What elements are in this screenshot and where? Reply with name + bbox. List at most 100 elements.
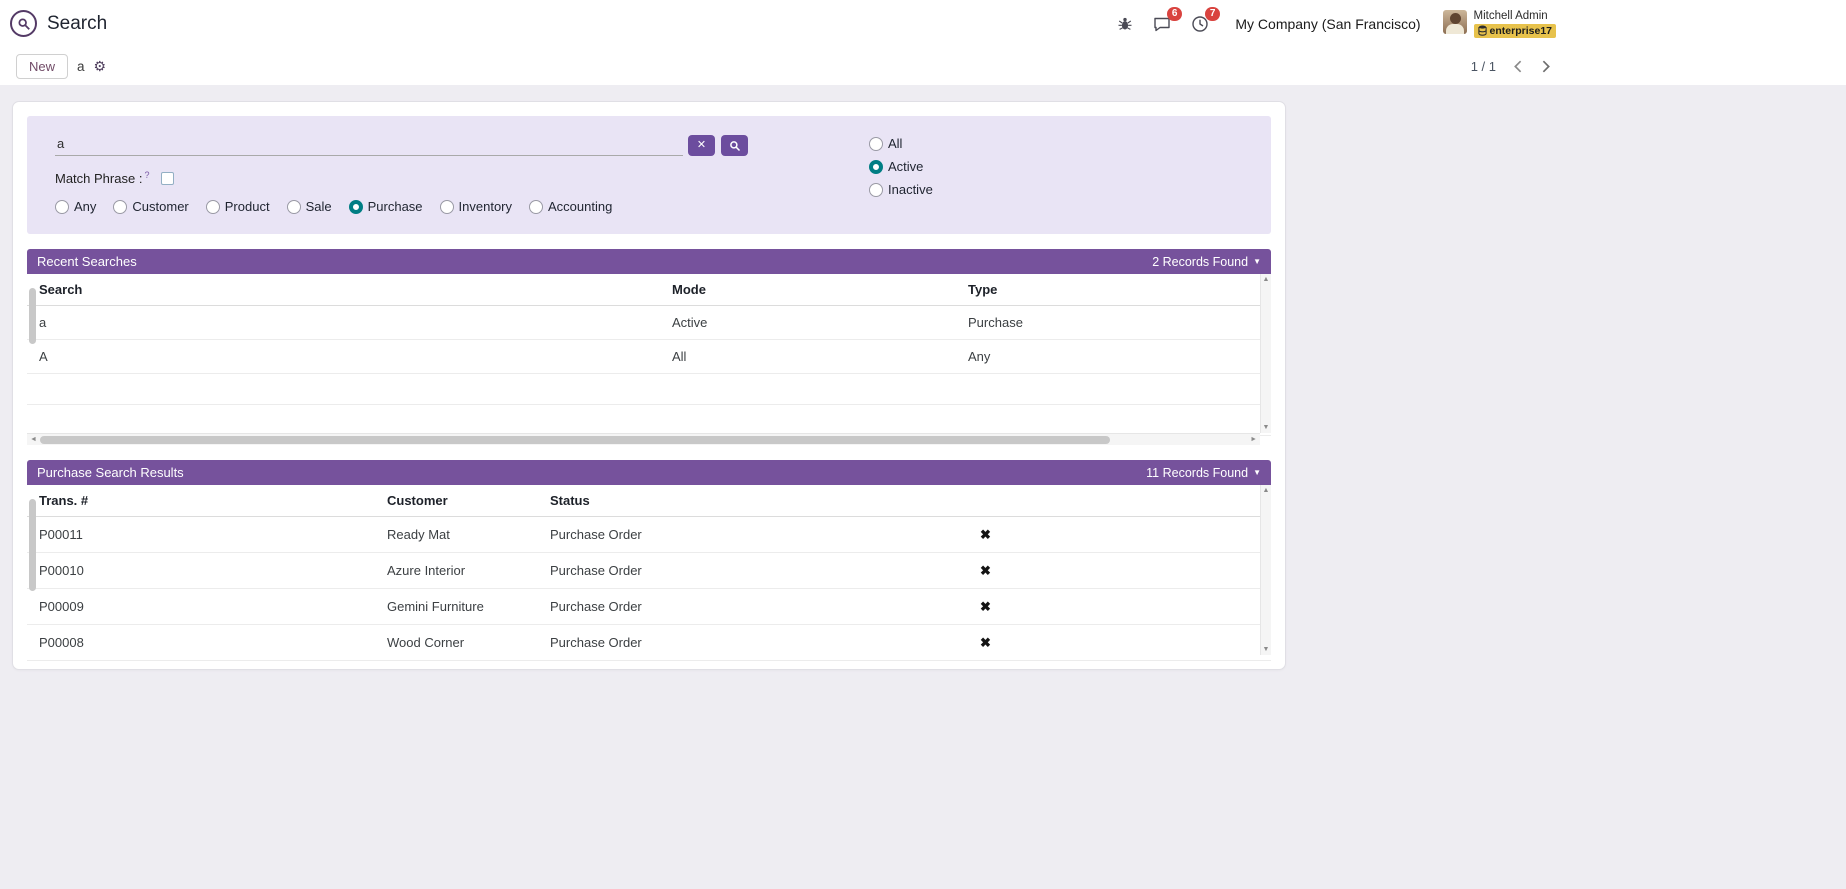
empty-row: [27, 405, 1271, 436]
empty-row: [27, 374, 1271, 405]
column-header-status[interactable]: Status: [550, 493, 590, 508]
scroll-down-arrow[interactable]: ▼: [1262, 424, 1270, 431]
recent-records-found-dropdown[interactable]: 2 Records Found ▼: [1152, 254, 1261, 269]
scroll-up-arrow[interactable]: ▲: [1262, 276, 1270, 283]
recent-searches-table: Search Mode Type a Active Purchase A All…: [27, 274, 1271, 445]
purchase-results-table: Trans. # Customer Status P00011 Ready Ma…: [27, 485, 1271, 661]
vertical-scrollbar[interactable]: ▲ ▼: [1260, 274, 1271, 433]
search-form-panel: ✕ Match Phrase : ? Any: [27, 116, 1271, 234]
scroll-up-arrow[interactable]: ▲: [1262, 487, 1270, 494]
scroll-right-arrow[interactable]: ►: [1250, 435, 1257, 443]
vertical-scrollbar[interactable]: ▲ ▼: [1260, 485, 1271, 655]
search-card: ✕ Match Phrase : ? Any: [12, 101, 1286, 670]
search-icon: [729, 140, 740, 151]
user-menu[interactable]: Mitchell Admin enterprise17: [1442, 9, 1556, 38]
radio-icon: [113, 199, 128, 214]
radio-icon-checked: [348, 199, 363, 214]
caret-down-icon: ▼: [1253, 467, 1261, 477]
control-panel: New a ⚙ 1 / 1: [0, 47, 1846, 85]
chevron-right-icon: [1542, 60, 1550, 72]
purchase-results-header: Purchase Search Results 11 Records Found…: [27, 460, 1271, 485]
company-switcher[interactable]: My Company (San Francisco): [1235, 15, 1421, 32]
database-name: enterprise17: [1489, 24, 1552, 37]
activities-clock-icon[interactable]: 7: [1191, 6, 1221, 33]
recent-searches-section: Recent Searches 2 Records Found ▼ Search…: [27, 249, 1271, 445]
radio-icon: [529, 199, 544, 214]
search-button[interactable]: [721, 135, 748, 156]
delete-row-button[interactable]: ✖: [980, 599, 991, 614]
app-menu-icon[interactable]: [10, 10, 37, 37]
scroll-down-arrow[interactable]: ▼: [1262, 646, 1270, 653]
messages-badge: 6: [1166, 6, 1183, 21]
content-area: ✕ Match Phrase : ? Any: [0, 85, 1846, 889]
radio-icon: [869, 182, 883, 197]
type-option-product[interactable]: Product: [205, 199, 270, 214]
section-title: Recent Searches: [37, 254, 137, 269]
recent-searches-header: Recent Searches 2 Records Found ▼: [27, 249, 1271, 274]
table-row[interactable]: a Active Purchase: [27, 306, 1271, 340]
horizontal-scrollbar[interactable]: ◄ ►: [27, 433, 1260, 445]
column-header-mode[interactable]: Mode: [672, 282, 706, 297]
horizontal-scroll-thumb[interactable]: [40, 436, 1110, 444]
table-row[interactable]: A All Any: [27, 340, 1271, 374]
radio-icon: [439, 199, 454, 214]
avatar: [1442, 9, 1467, 34]
activities-badge: 7: [1204, 6, 1221, 21]
purchase-results-section: Purchase Search Results 11 Records Found…: [27, 460, 1271, 661]
chevron-left-icon: [1514, 60, 1522, 72]
delete-row-button[interactable]: ✖: [980, 635, 991, 650]
vertical-scroll-thumb[interactable]: [29, 499, 36, 591]
radio-icon: [55, 199, 69, 214]
delete-row-button[interactable]: ✖: [980, 563, 991, 578]
match-phrase-label: Match Phrase :: [55, 171, 143, 186]
table-row[interactable]: P00008 Wood Corner Purchase Order ✖: [27, 625, 1271, 661]
table-row[interactable]: P00011 Ready Mat Purchase Order ✖: [27, 517, 1271, 553]
type-option-accounting[interactable]: Accounting: [529, 199, 612, 214]
caret-down-icon: ▼: [1253, 256, 1261, 266]
radio-icon: [286, 199, 301, 214]
radio-icon: [205, 199, 220, 214]
clear-icon: ✕: [696, 139, 707, 151]
mode-option-all[interactable]: All: [869, 136, 933, 151]
type-option-inventory[interactable]: Inventory: [439, 199, 512, 214]
messages-icon[interactable]: 6: [1153, 6, 1183, 33]
column-header-customer[interactable]: Customer: [387, 493, 448, 508]
table-row[interactable]: P00010 Azure Interior Purchase Order ✖: [27, 553, 1271, 589]
radio-icon-checked: [869, 159, 883, 174]
record-mode-radio-group: All Active Inactive: [869, 136, 933, 197]
delete-row-button[interactable]: ✖: [980, 527, 991, 542]
search-query-input[interactable]: [55, 132, 683, 156]
vertical-scroll-thumb[interactable]: [29, 288, 36, 344]
type-option-customer[interactable]: Customer: [113, 199, 189, 214]
help-mark[interactable]: ?: [144, 169, 150, 180]
pager-next-button[interactable]: [1535, 56, 1556, 77]
mode-option-active[interactable]: Active: [869, 159, 933, 174]
column-header-trans[interactable]: Trans. #: [39, 493, 89, 508]
database-icon: [1477, 25, 1487, 36]
mode-option-inactive[interactable]: Inactive: [869, 182, 933, 197]
pager-previous-button[interactable]: [1508, 56, 1529, 77]
new-button[interactable]: New: [16, 53, 69, 79]
purchase-records-found-dropdown[interactable]: 11 Records Found ▼: [1146, 465, 1261, 480]
match-phrase-checkbox[interactable]: [161, 172, 175, 185]
gear-icon[interactable]: ⚙: [93, 58, 107, 74]
type-option-any[interactable]: Any: [55, 199, 96, 214]
breadcrumb[interactable]: a: [77, 58, 85, 74]
page-title: Search: [47, 12, 108, 34]
type-option-sale[interactable]: Sale: [286, 199, 332, 214]
section-title: Purchase Search Results: [37, 465, 184, 480]
top-navbar: Search 6 7 My Company (San Francisco): [0, 0, 1846, 47]
table-header-row: Trans. # Customer Status: [27, 485, 1271, 517]
column-header-type[interactable]: Type: [968, 282, 998, 297]
search-type-radio-group: Any Customer Product Sale Purchase: [55, 199, 1243, 214]
table-row[interactable]: P00009 Gemini Furniture Purchase Order ✖: [27, 589, 1271, 625]
database-badge: enterprise17: [1473, 23, 1556, 38]
scroll-left-arrow[interactable]: ◄: [30, 435, 37, 443]
table-header-row: Search Mode Type: [27, 274, 1271, 306]
debug-bug-icon[interactable]: [1117, 16, 1133, 32]
user-name: Mitchell Admin: [1473, 9, 1548, 22]
type-option-purchase[interactable]: Purchase: [348, 199, 423, 214]
clear-search-button[interactable]: ✕: [688, 135, 715, 156]
column-header-search[interactable]: Search: [39, 282, 83, 297]
column-header-actions: [968, 485, 1271, 516]
